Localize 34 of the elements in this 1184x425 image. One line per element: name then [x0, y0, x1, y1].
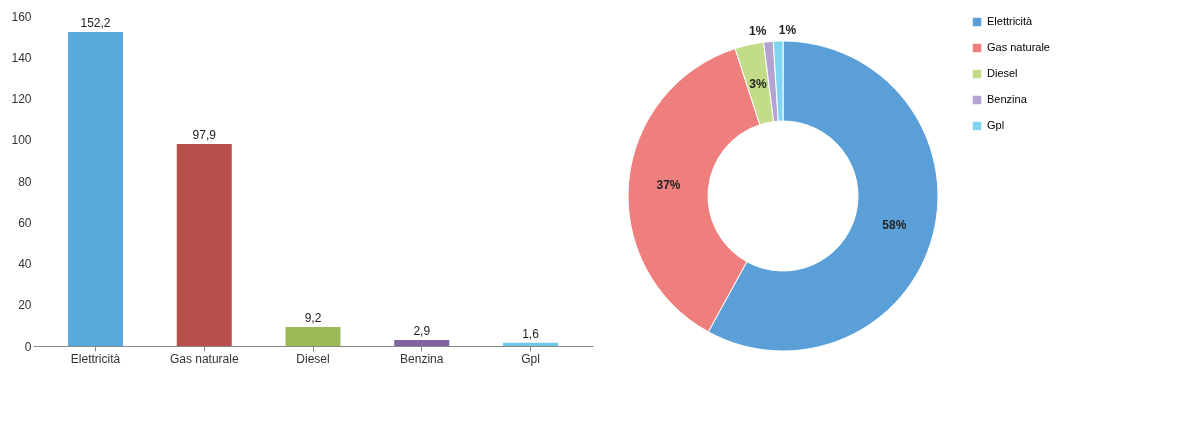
data-label: 3% — [749, 76, 767, 91]
y-tick-label: 20 — [18, 298, 32, 313]
x-tick-label: Gas naturale — [169, 351, 239, 366]
x-tick-label: Gpl — [521, 351, 540, 366]
data-label: 2,9 — [413, 324, 431, 339]
data-label: 1,6 — [522, 326, 540, 341]
y-tick-label: 120 — [11, 92, 32, 106]
y-tick-label: 0 — [24, 339, 32, 354]
legend-label: Gas naturale — [987, 41, 1050, 53]
y-tick-label: 40 — [18, 257, 32, 271]
bar — [394, 340, 450, 346]
bar — [176, 144, 232, 346]
y-tick-label: 140 — [11, 50, 32, 65]
data-label: 152,2 — [80, 16, 111, 31]
bar — [68, 32, 124, 346]
y-tick-label: 100 — [11, 133, 32, 148]
x-tick-label: Benzina — [400, 351, 444, 366]
legend-label: Elettricità — [987, 15, 1034, 27]
x-tick-label: Elettricità — [70, 351, 121, 366]
data-label: 1% — [778, 23, 797, 38]
bar — [285, 327, 341, 346]
data-label: 1% — [749, 23, 767, 38]
y-tick-label: 60 — [18, 215, 32, 230]
legend-label: Diesel — [987, 67, 1018, 79]
legend-label: Gpl — [987, 119, 1005, 131]
data-label: 37% — [656, 178, 681, 193]
y-tick-label: 160 — [11, 9, 32, 24]
y-tick-label: 80 — [18, 174, 32, 189]
bar — [502, 342, 558, 346]
data-label: 9,2 — [304, 311, 322, 326]
data-label: 58% — [882, 217, 907, 232]
data-label: 97,9 — [192, 128, 217, 143]
legend-label: Benzina — [987, 93, 1028, 105]
x-tick-label: Diesel — [296, 351, 330, 366]
